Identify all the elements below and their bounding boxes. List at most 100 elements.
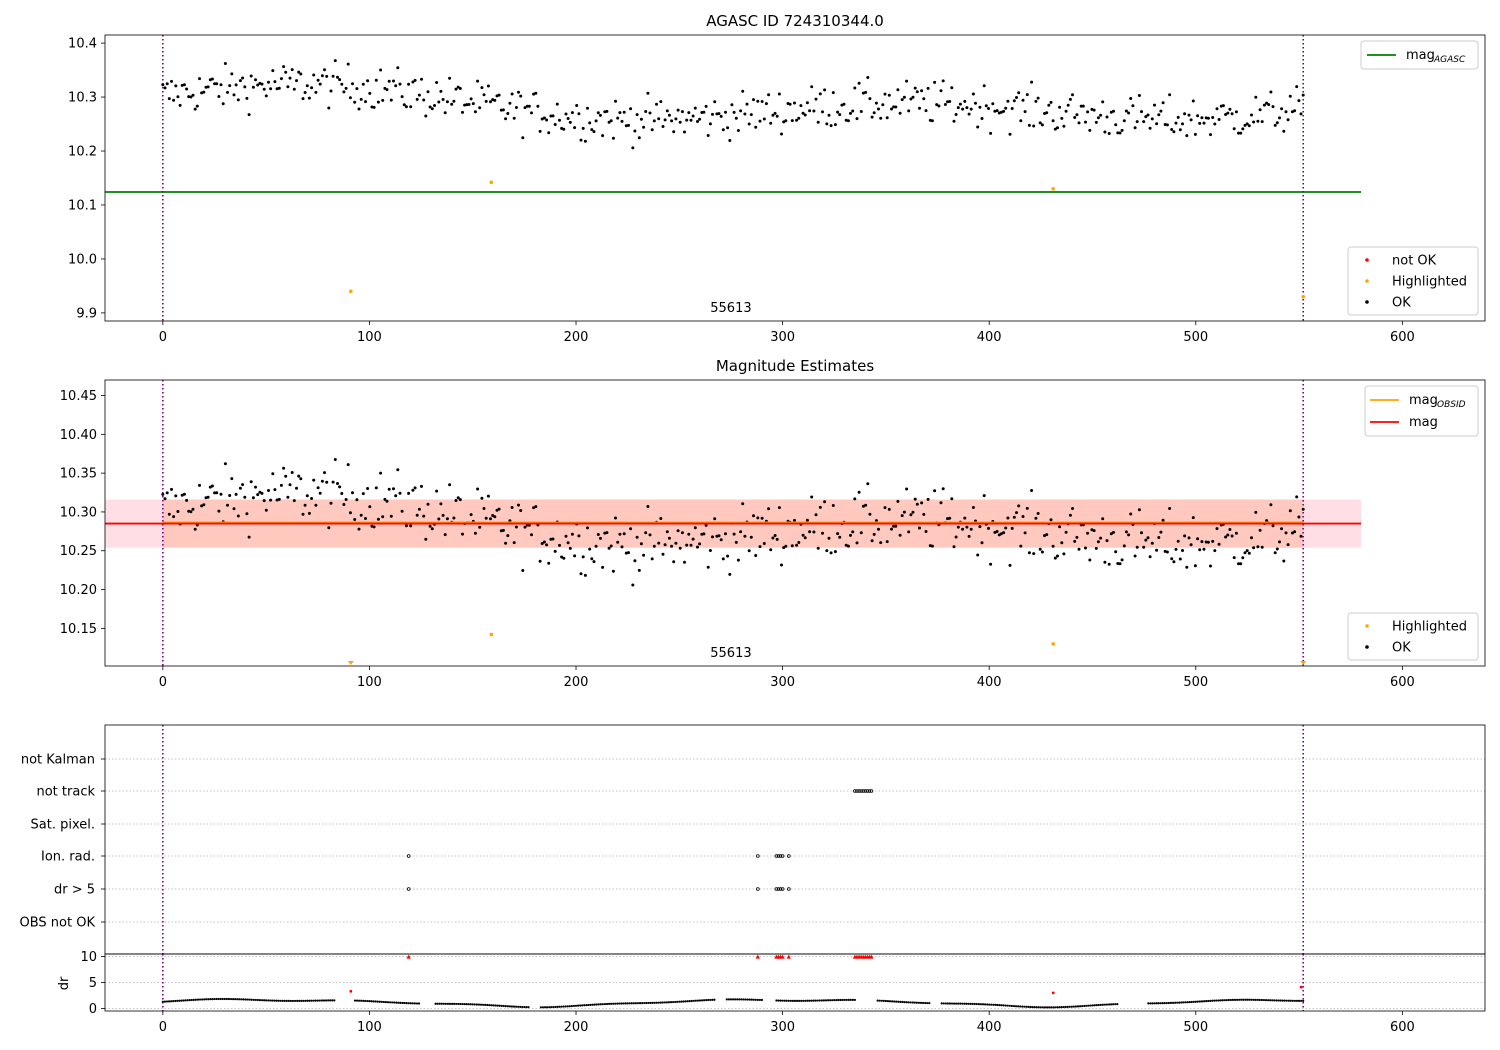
dr-point xyxy=(957,1002,960,1005)
ok-point xyxy=(301,97,305,101)
ok-point xyxy=(627,551,630,555)
ok-point xyxy=(344,498,348,501)
dr-point xyxy=(1287,999,1290,1002)
ok-point xyxy=(1017,504,1021,508)
dr-point xyxy=(397,1001,400,1004)
ok-point xyxy=(734,116,738,120)
ok-point xyxy=(913,86,917,90)
ok-point xyxy=(954,113,958,116)
dr-point xyxy=(217,997,220,1001)
ok-point xyxy=(971,92,975,96)
ok-point xyxy=(1290,531,1294,535)
ok-point xyxy=(1241,127,1245,131)
ok-point xyxy=(1172,560,1176,564)
flag-point xyxy=(774,854,779,858)
ok-point xyxy=(596,533,600,536)
ok-point xyxy=(191,507,195,511)
dr-point xyxy=(973,1002,976,1006)
dr-point xyxy=(504,1005,507,1008)
ok-point xyxy=(1189,543,1193,547)
ok-point xyxy=(430,527,434,531)
ok-point xyxy=(831,91,835,95)
ok-point xyxy=(1262,103,1266,107)
dr-point xyxy=(1242,998,1245,1001)
ok-point xyxy=(1092,108,1096,112)
dr-point xyxy=(1035,1006,1038,1009)
ok-point xyxy=(521,136,525,140)
ok-point xyxy=(333,59,337,63)
ok-point xyxy=(396,468,400,472)
y-tick-label: 10.35 xyxy=(60,467,97,482)
ok-point xyxy=(415,513,419,517)
ok-point xyxy=(476,487,480,491)
dr-point xyxy=(405,1002,408,1005)
dr-point xyxy=(579,1004,582,1007)
dr-point xyxy=(793,999,797,1002)
ok-point xyxy=(836,110,840,114)
ok-point xyxy=(1260,545,1264,549)
ok-point xyxy=(568,546,572,550)
dr-point xyxy=(521,1005,524,1009)
dr-point xyxy=(669,1001,673,1004)
ok-point xyxy=(1247,551,1251,555)
dr-point xyxy=(678,1000,681,1003)
ok-point xyxy=(1157,536,1161,539)
dr-point xyxy=(570,1004,573,1008)
ok-point xyxy=(702,532,706,536)
ok-point xyxy=(439,502,443,506)
dr-point xyxy=(845,998,848,1002)
dr-point xyxy=(955,1002,958,1005)
ok-point xyxy=(1299,112,1303,116)
dr-point xyxy=(1188,1000,1191,1004)
dr-point xyxy=(510,1005,514,1008)
dr-point xyxy=(198,998,202,1001)
ok-point xyxy=(672,130,676,134)
ok-point xyxy=(1265,101,1269,105)
ok-point xyxy=(818,505,822,509)
ok-point xyxy=(810,495,814,499)
y-tick-label: 10.25 xyxy=(60,544,97,559)
dr-point xyxy=(826,999,830,1002)
dr-point xyxy=(1068,1005,1071,1008)
x-tick-label: 400 xyxy=(977,1020,1002,1035)
ok-point xyxy=(898,533,902,537)
dr-point xyxy=(785,999,788,1002)
dr-point xyxy=(186,999,189,1002)
ok-point xyxy=(1049,100,1053,104)
ok-point xyxy=(1258,528,1262,532)
ok-point xyxy=(853,497,857,501)
highlighted-point xyxy=(489,180,494,185)
ok-point xyxy=(1030,489,1034,492)
ok-point xyxy=(1008,563,1012,567)
ok-point xyxy=(409,524,413,528)
dr-point xyxy=(1285,999,1288,1002)
ok-point xyxy=(327,106,331,110)
ok-point xyxy=(827,113,831,117)
ok-point xyxy=(461,532,464,536)
ok-point xyxy=(756,516,760,520)
dr-point xyxy=(1176,1001,1179,1004)
ok-point xyxy=(1075,113,1079,117)
ok-point xyxy=(1256,119,1260,123)
dr-point xyxy=(364,999,367,1003)
dr-point xyxy=(1048,1006,1051,1009)
dr-point xyxy=(1054,1006,1057,1009)
x-tick-label: 300 xyxy=(770,1020,795,1035)
ok-point xyxy=(346,62,350,66)
ok-point xyxy=(920,501,924,505)
ok-point xyxy=(851,109,855,113)
ok-point xyxy=(353,518,357,521)
dr-point xyxy=(1083,1004,1086,1008)
panel-title: AGASC ID 724310344.0 xyxy=(706,12,884,30)
dr-point xyxy=(1017,1005,1020,1008)
dr-point xyxy=(1223,999,1226,1002)
ok-point xyxy=(331,74,335,78)
ok-point xyxy=(547,561,551,565)
dr-point xyxy=(1087,1004,1090,1007)
ok-point xyxy=(1226,111,1230,115)
dr-point xyxy=(601,1003,604,1006)
dr-point xyxy=(1058,1006,1061,1009)
dr-point xyxy=(742,998,745,1001)
ok-point xyxy=(946,517,949,521)
ok-point xyxy=(178,103,182,107)
